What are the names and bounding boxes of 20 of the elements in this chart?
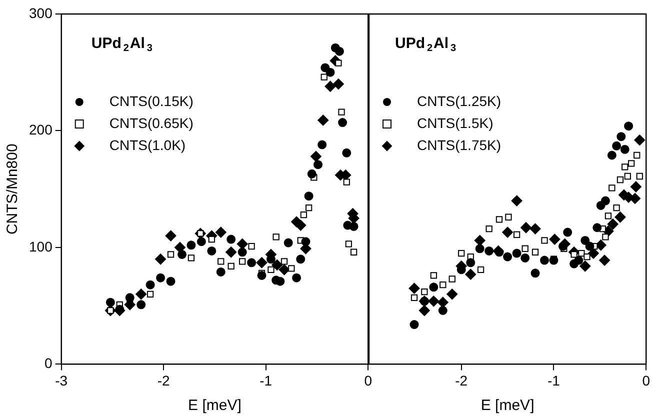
legend-label: CNTS(1.0K) [109, 136, 186, 153]
legend-label: CNTS(0.15K) [109, 92, 194, 109]
x-tick-label: 0 [364, 372, 372, 388]
x-axis-title: E [meV] [480, 397, 534, 414]
x-tick-label: -2 [455, 372, 468, 388]
x-tick-label: 0 [642, 372, 650, 388]
legend-label: CNTS(1.75K) [417, 136, 502, 153]
legend-label: CNTS(1.25K) [417, 92, 502, 109]
legend-label: CNTS(0.65K) [109, 114, 194, 131]
y-tick-label: 200 [29, 122, 53, 138]
x-tick-label: -3 [55, 372, 68, 388]
x-tick-label: -1 [548, 372, 560, 388]
y-tick-label: 100 [29, 238, 53, 254]
y-tick-label: 300 [29, 4, 53, 21]
y-tick-label: 0 [44, 355, 53, 372]
x-tick-label: -2 [157, 372, 170, 388]
x-axis-title: E [meV] [188, 397, 242, 414]
y-axis-title: CNTS/Mn800 [4, 144, 22, 235]
legend-label: CNTS(1.5K) [417, 114, 494, 131]
x-tick-label: -1 [260, 372, 272, 388]
